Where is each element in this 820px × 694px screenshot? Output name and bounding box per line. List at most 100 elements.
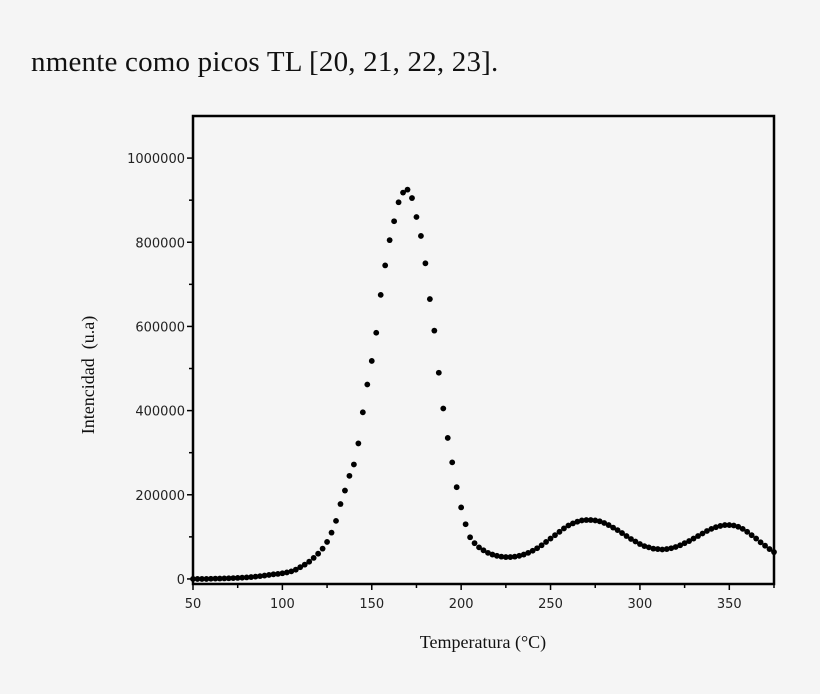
data-point bbox=[480, 547, 487, 554]
data-point bbox=[203, 576, 210, 582]
data-point bbox=[748, 532, 755, 539]
data-point bbox=[435, 369, 442, 376]
data-point bbox=[373, 329, 380, 336]
data-point bbox=[422, 260, 429, 267]
data-point bbox=[574, 518, 581, 525]
data-point bbox=[494, 552, 500, 559]
y-axis: 0 200000 400000 600000 800000 1000000 bbox=[127, 152, 193, 588]
data-point bbox=[400, 189, 406, 196]
data-point bbox=[632, 538, 639, 545]
data-point bbox=[623, 533, 630, 539]
data-point bbox=[418, 233, 424, 239]
data-point bbox=[333, 517, 339, 524]
data-point bbox=[538, 542, 545, 549]
data-point bbox=[319, 545, 326, 552]
y-tick-label: 400000 bbox=[135, 405, 185, 420]
data-point bbox=[690, 535, 697, 542]
data-point bbox=[190, 576, 196, 582]
data-point bbox=[619, 530, 625, 536]
data-point bbox=[212, 575, 219, 582]
data-point bbox=[726, 522, 733, 528]
x-tick-label: 350 bbox=[717, 597, 742, 612]
data-point bbox=[659, 546, 666, 553]
data-point bbox=[713, 524, 719, 531]
y-axis-title: Intencidad (u.a) bbox=[78, 316, 99, 434]
data-point bbox=[744, 528, 751, 535]
data-point bbox=[270, 571, 277, 578]
x-tick-label: 150 bbox=[359, 597, 384, 612]
data-point bbox=[239, 574, 246, 581]
data-point bbox=[601, 520, 608, 526]
data-point bbox=[386, 237, 393, 244]
data-point bbox=[511, 553, 518, 560]
data-point bbox=[637, 541, 643, 547]
data-point bbox=[592, 517, 599, 524]
data-point bbox=[708, 525, 715, 532]
data-point bbox=[261, 572, 268, 579]
data-point bbox=[757, 539, 764, 546]
data-point bbox=[677, 542, 684, 549]
data-point bbox=[301, 561, 308, 568]
data-point bbox=[681, 540, 688, 547]
data-point bbox=[207, 575, 214, 582]
data-point bbox=[565, 522, 572, 529]
data-point bbox=[556, 528, 563, 535]
data-point bbox=[498, 553, 505, 560]
data-point bbox=[310, 555, 317, 561]
data-point bbox=[275, 570, 281, 577]
data-point bbox=[395, 199, 402, 206]
data-point bbox=[225, 575, 232, 582]
data-point bbox=[699, 530, 706, 537]
data-point bbox=[368, 358, 375, 364]
data-point bbox=[279, 570, 286, 577]
data-point bbox=[476, 544, 482, 551]
data-point bbox=[440, 405, 447, 412]
data-point bbox=[628, 536, 634, 542]
data-point bbox=[596, 518, 603, 525]
y-tick-label: 600000 bbox=[135, 320, 185, 335]
x-tick-label: 50 bbox=[185, 597, 202, 612]
data-point bbox=[614, 527, 621, 534]
data-point bbox=[243, 574, 250, 581]
data-point bbox=[739, 525, 746, 532]
data-point bbox=[650, 545, 657, 552]
data-point bbox=[529, 547, 536, 554]
y-tick-label: 1000000 bbox=[127, 152, 185, 167]
data-point bbox=[610, 524, 617, 531]
data-series bbox=[190, 186, 777, 582]
data-point bbox=[605, 522, 612, 528]
data-point bbox=[467, 534, 473, 541]
data-point bbox=[552, 532, 558, 539]
data-point bbox=[234, 574, 241, 581]
data-point bbox=[453, 484, 460, 491]
data-point bbox=[382, 262, 389, 269]
data-point bbox=[297, 564, 304, 571]
data-point bbox=[753, 535, 760, 542]
x-tick-label: 250 bbox=[538, 597, 563, 612]
data-point bbox=[525, 549, 532, 556]
data-point bbox=[645, 544, 652, 551]
data-point bbox=[587, 517, 594, 523]
data-point bbox=[735, 523, 742, 530]
data-point bbox=[507, 554, 514, 560]
x-axis: 50 100 150 200 250 300 350 bbox=[185, 584, 775, 612]
data-point bbox=[543, 539, 549, 545]
data-point bbox=[324, 539, 330, 545]
data-point bbox=[328, 529, 335, 536]
data-point bbox=[431, 327, 438, 334]
data-point bbox=[704, 528, 710, 534]
data-point bbox=[485, 549, 491, 556]
data-point bbox=[355, 440, 362, 447]
data-point bbox=[391, 218, 398, 225]
data-point bbox=[502, 554, 509, 560]
data-point bbox=[569, 520, 576, 527]
data-point bbox=[641, 543, 648, 550]
data-point bbox=[654, 546, 661, 552]
data-point bbox=[762, 542, 768, 549]
data-point bbox=[561, 525, 567, 532]
y-tick-label: 0 bbox=[177, 573, 185, 588]
data-point bbox=[771, 549, 777, 555]
data-point bbox=[315, 550, 322, 557]
data-point bbox=[668, 545, 675, 552]
data-point bbox=[444, 435, 451, 441]
